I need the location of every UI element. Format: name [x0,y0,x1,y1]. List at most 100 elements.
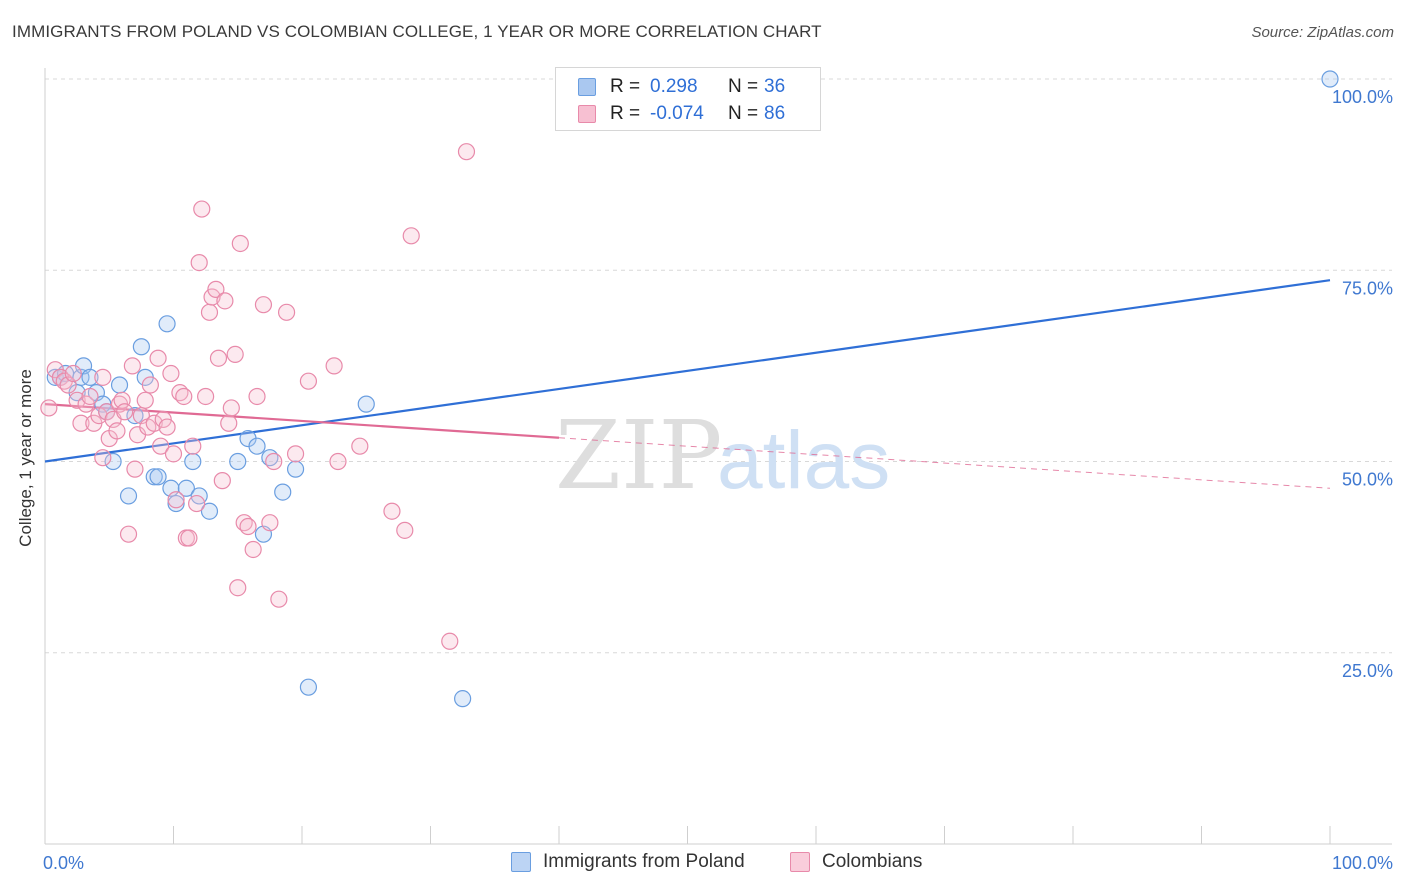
point-poland [357,395,375,413]
legend-r-label: R = [610,76,641,97]
point-colombians [94,368,112,386]
point-colombians [265,452,283,471]
point-colombians [126,460,144,478]
point-colombians [193,200,211,218]
legend-row-colombians: R = -0.074 N = 86 [556,101,785,127]
point-poland [184,452,202,471]
stats-legend: R = 0.298 N = 36 R = -0.074 N = 86 [555,67,821,131]
watermark-atlas: atlas [717,415,890,506]
point-colombians [190,254,208,272]
point-colombians [209,349,228,367]
legend-r-value: -0.074 [650,103,704,124]
point-colombians [457,143,476,161]
legend-r-label: R = [610,103,641,124]
point-colombians [164,445,183,463]
point-poland [167,494,185,513]
x-tick-label-right: 100.0% [1332,853,1393,873]
point-colombians [248,387,266,406]
point-colombians [351,437,369,455]
trend-line-poland [44,279,1331,463]
y-tick-label: 50.0% [1342,470,1393,490]
point-colombians [81,387,99,406]
point-colombians [116,403,134,421]
point-poland [177,479,195,497]
point-poland [248,437,266,455]
point-colombians [68,391,86,409]
legend-label-colombians: Colombians [822,851,923,872]
point-colombians [64,364,82,383]
point-colombians [383,502,401,520]
point-colombians [141,376,159,394]
point-poland [229,452,247,471]
point-colombians [231,234,249,253]
point-colombians [213,472,231,490]
point-poland [200,502,219,520]
point-colombians [329,452,347,471]
trend-line-colombians [44,403,560,439]
point-colombians [286,445,305,463]
legend-label-poland: Immigrants from Poland [543,851,745,872]
point-colombians [299,372,318,390]
point-colombians [40,399,58,417]
legend-swatch-colombians [790,852,810,872]
points [40,70,1339,708]
y-tick-label: 100.0% [1332,87,1393,107]
point-poland [149,468,167,486]
legend-swatch-colombians [578,105,596,123]
point-colombians [175,387,193,406]
series-legend: Immigrants from Poland Colombians [0,851,1406,879]
axes [44,68,1392,845]
point-colombians [239,517,257,536]
legend-row-poland: R = 0.298 N = 36 [556,74,785,100]
point-colombians [108,422,126,440]
y-axis-label: College, 1 year or more [16,369,35,547]
y-tick-label: 25.0% [1342,661,1393,681]
point-poland [119,487,138,505]
point-colombians [180,529,198,547]
point-colombians [244,540,262,559]
point-poland [81,368,99,386]
point-colombians [136,391,154,409]
source-label: Source: ZipAtlas.com [1251,24,1394,41]
point-poland [145,468,163,486]
point-colombians [197,387,215,406]
chart-title: IMMIGRANTS FROM POLAND VS COLOMBIAN COLL… [12,22,822,41]
point-colombians [119,525,138,543]
tick-labels: 100.0% 75.0% 50.0% 25.0% 0.0% 100.0% [43,87,1393,873]
point-colombians [441,632,459,650]
point-colombians [261,514,279,532]
point-colombians [72,414,90,432]
legend-n-label: N = [728,103,759,124]
legend-n-value: 36 [764,76,786,97]
legend-swatch-poland [578,78,596,96]
point-colombians [145,414,163,432]
point-colombians [277,303,296,321]
point-colombians [152,437,170,455]
point-colombians [216,292,234,310]
legend-n-label: N = [728,76,759,97]
point-poland [132,338,150,356]
legend-swatch-poland [511,852,531,872]
point-poland [110,376,129,394]
point-poland [286,460,305,478]
point-colombians [123,357,141,375]
trend-lines [44,279,1331,489]
point-colombians [325,357,343,375]
point-colombians [158,418,176,436]
legend-n-value: 86 [764,103,786,124]
y-tick-label: 75.0% [1342,278,1393,298]
point-colombians [94,449,112,467]
legend-r-value: 0.298 [650,76,698,97]
point-colombians [226,345,244,363]
point-poland [126,407,144,425]
legend-item-colombians[interactable]: Colombians [790,851,922,873]
point-poland [1321,70,1339,88]
legend-item-poland[interactable]: Immigrants from Poland [511,851,745,873]
point-colombians [167,491,185,509]
point-colombians [229,579,247,597]
point-colombians [207,280,225,298]
point-colombians [220,414,238,432]
point-colombians [270,590,288,608]
point-colombians [396,521,414,539]
